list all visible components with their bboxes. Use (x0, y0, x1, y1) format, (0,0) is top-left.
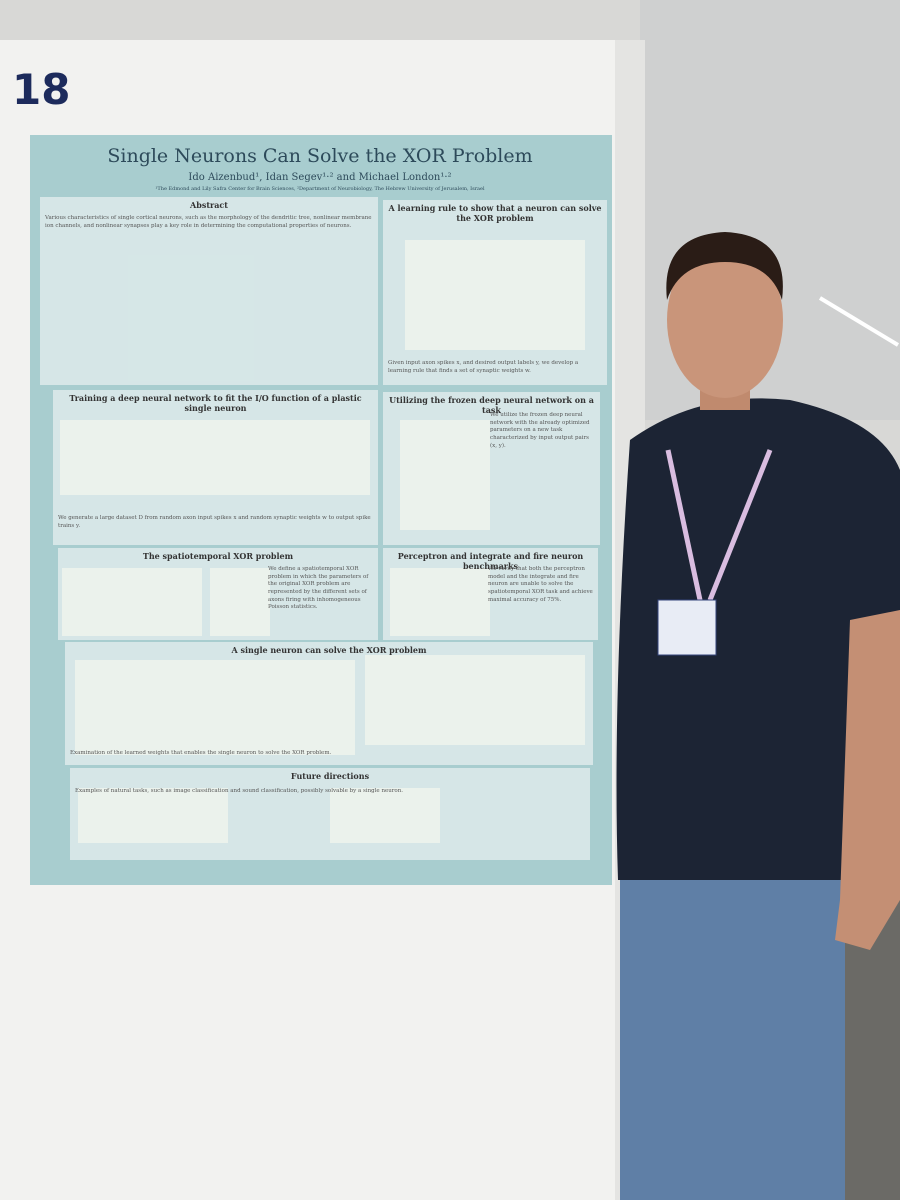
lanyard (665, 449, 773, 601)
section-panel (383, 392, 600, 545)
poster-affiliation: ¹The Edmond and Lily Safra Center for Br… (155, 186, 485, 192)
section-heading: Abstract (190, 200, 228, 210)
section-heading: Utilizing the frozen deep neural network… (389, 395, 594, 415)
poster-section: The spatiotemporal XOR problem We define … (58, 548, 378, 640)
section-text: Various characteristics of single cortic… (45, 215, 372, 229)
section-panel (383, 548, 598, 640)
badge (657, 599, 717, 656)
section-heading: The spatiotemporal XOR problem (142, 551, 294, 561)
section-text: We verify that both the perceptron model… (488, 566, 593, 603)
section-text: We generate a large dataset D from rando… (58, 515, 371, 529)
poster-section: Future directions Examples of natural tas… (70, 768, 590, 860)
booth-number: 18 (12, 65, 71, 114)
section-text: Given input axon spikes x, and desired o… (388, 360, 579, 374)
section-panel (53, 390, 378, 545)
poster-section: A learning rule to show that a neuron ca… (383, 200, 607, 385)
poster-section: Utilizing the frozen deep neural network… (383, 392, 600, 545)
section-heading: A single neuron can solve the XOR proble… (231, 645, 427, 655)
section-panel (58, 548, 378, 640)
arm (835, 610, 900, 950)
section-text: Examination of the learned weights that … (70, 750, 332, 756)
section-panel (70, 768, 590, 860)
face (667, 242, 783, 398)
section-heading: A learning rule to show that a neuron ca… (388, 203, 602, 223)
section-heading: Future directions (290, 771, 370, 781)
section-panel (65, 642, 593, 765)
poster-section: Perceptron and integrate and fire neuron… (383, 548, 598, 640)
hair (666, 232, 783, 300)
section-heading: Perceptron and integrate and fire neuron… (397, 551, 584, 571)
poster-title: Single Neurons Can Solve the XOR Problem (107, 145, 533, 167)
ceiling-light (818, 296, 900, 347)
jeans (620, 830, 845, 1200)
section-panel (383, 200, 607, 385)
poster-section: A single neuron can solve the XOR proble… (65, 642, 593, 765)
shirt (616, 398, 900, 880)
poster-section: Abstract Various characteristics of singl… (40, 197, 378, 385)
section-text: We utilize the frozen deep neural networ… (490, 412, 590, 449)
section-panel (40, 197, 378, 385)
section-heading: Training a deep neural network to fit th… (69, 393, 362, 413)
section-text: We define a spatiotemporal XOR problem i… (268, 566, 369, 611)
section-text: Examples of natural tasks, such as image… (75, 788, 404, 794)
poster-section: Training a deep neural network to fit th… (53, 390, 378, 545)
poster-authors: Ido Aizenbud¹, Idan Segev¹·² and Michael… (188, 172, 452, 183)
